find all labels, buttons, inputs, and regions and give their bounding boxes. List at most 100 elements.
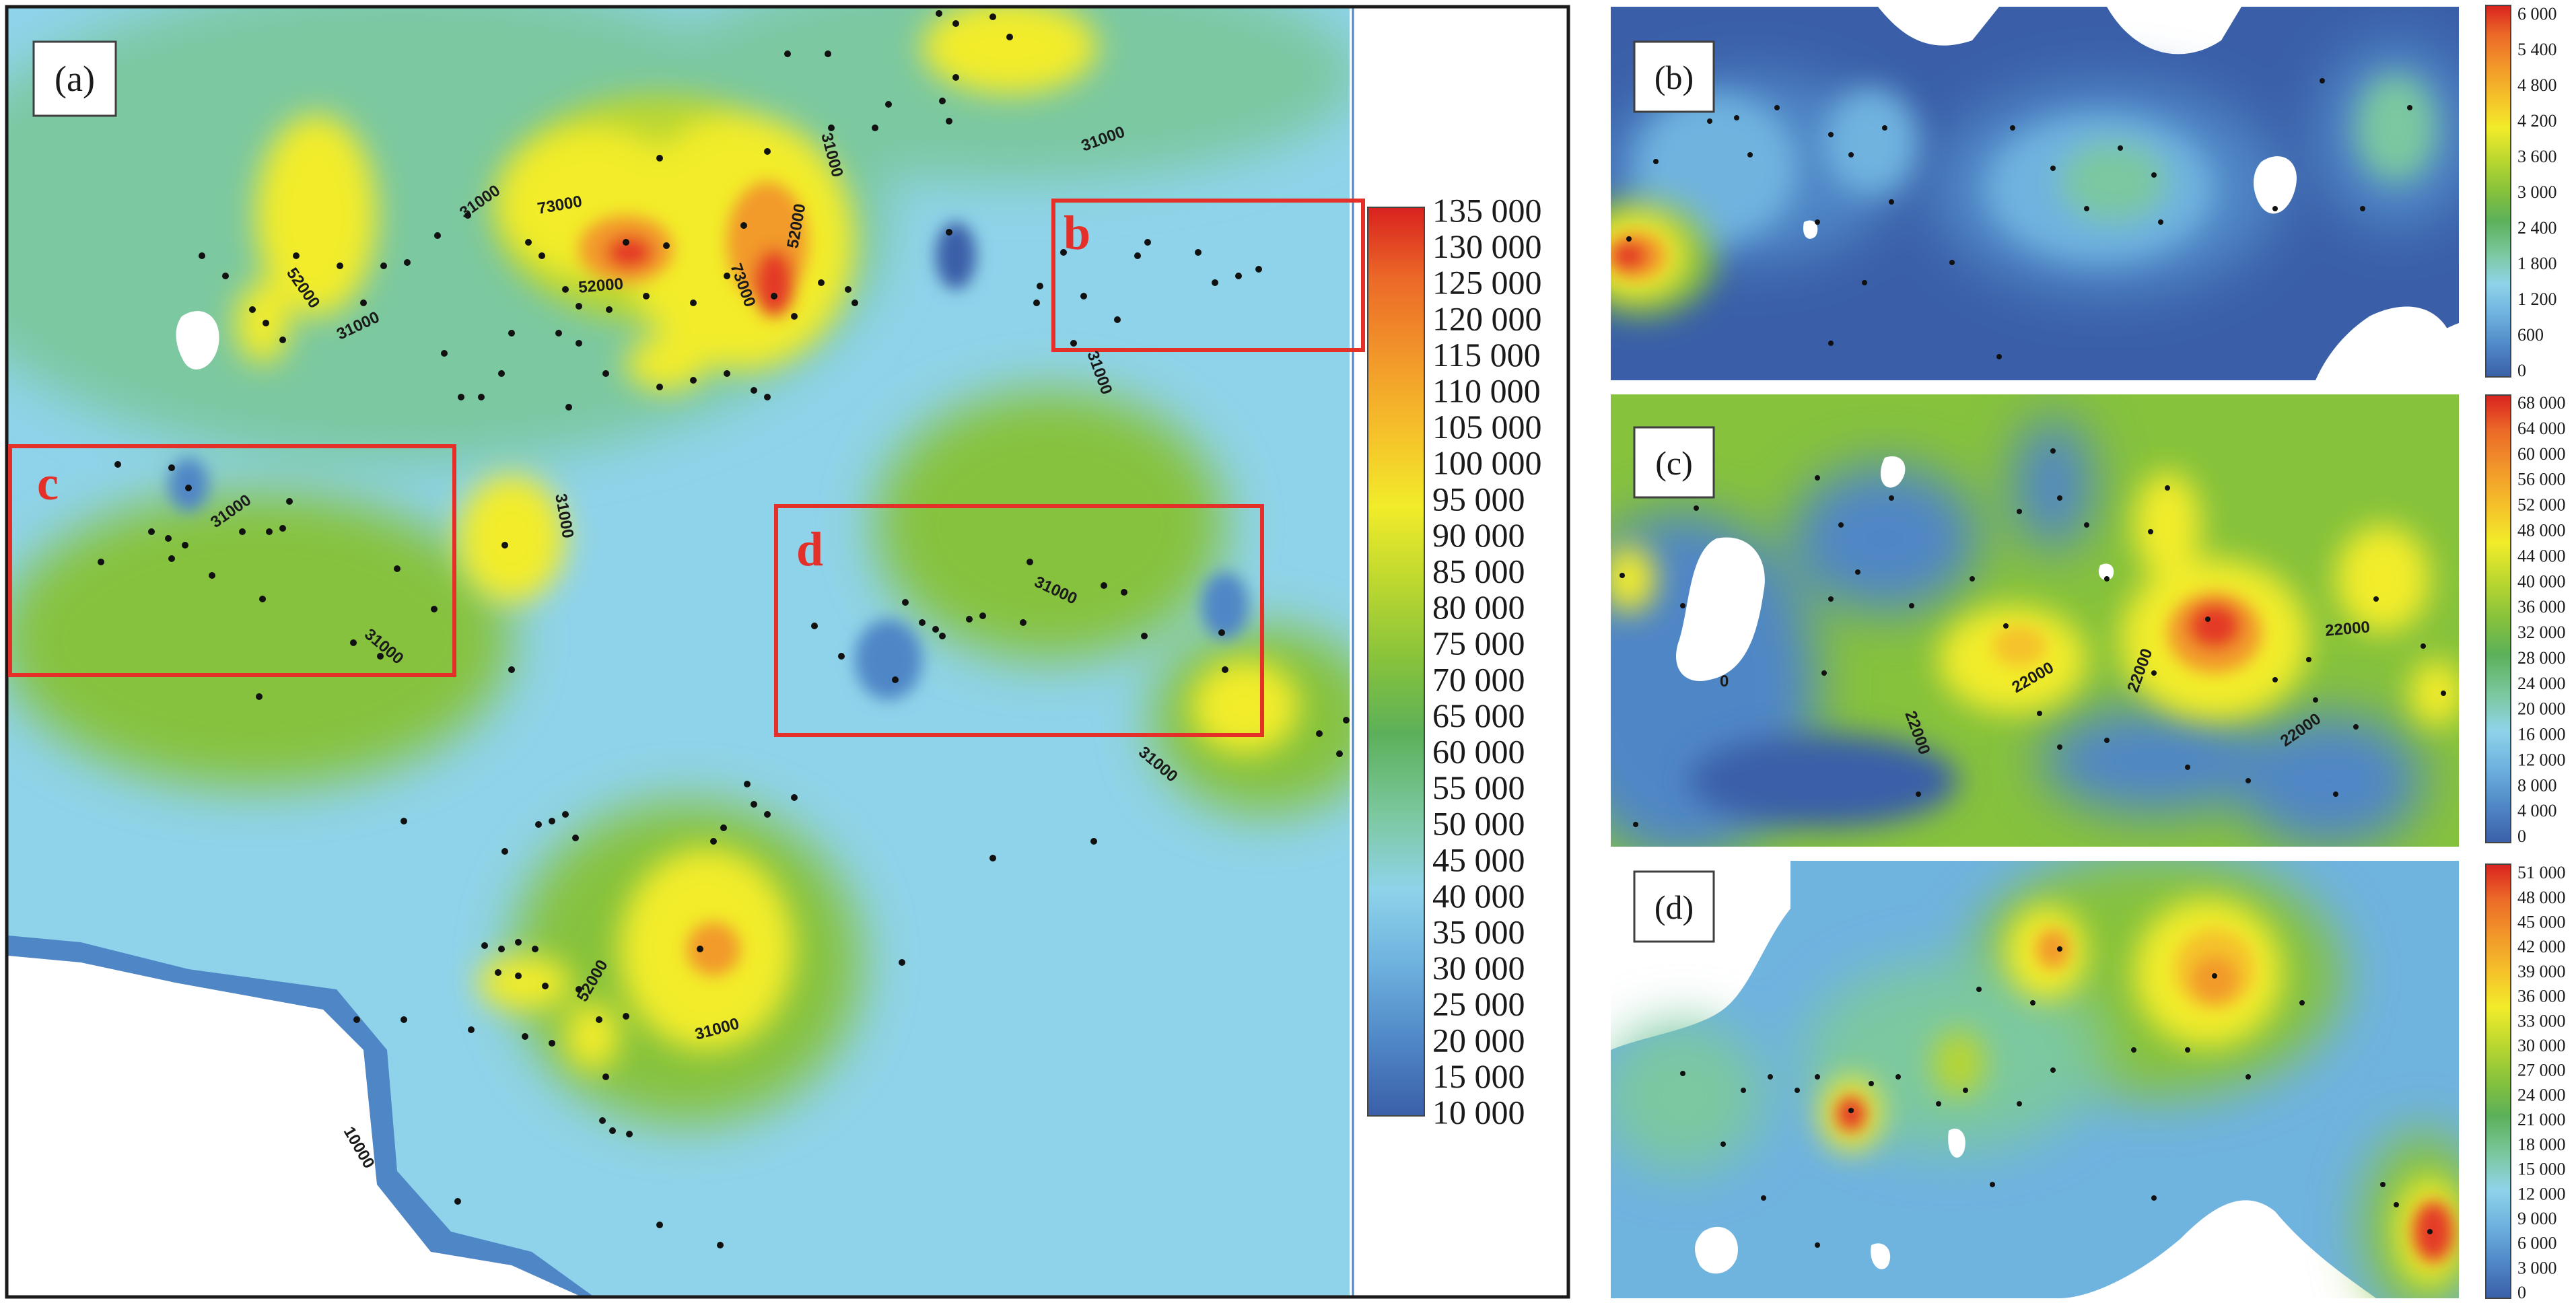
legend-tick-label: 24 000	[2517, 674, 2566, 693]
sample-point	[148, 528, 155, 535]
sample-point	[2084, 522, 2089, 528]
sample-point	[2050, 448, 2056, 454]
panel-d-label: (d)	[1655, 888, 1694, 926]
sample-point	[1895, 1074, 1901, 1080]
sample-point	[2333, 791, 2338, 797]
legend-tick-label: 1 200	[2517, 289, 2557, 309]
legend-tick-label: 0	[2517, 826, 2526, 846]
sample-point	[98, 559, 104, 565]
legend-tick-label: 30 000	[2517, 1036, 2566, 1055]
legend-tick-label: 64 000	[2517, 419, 2566, 438]
legend-tick-label: 45 000	[2517, 913, 2566, 932]
sample-point	[724, 370, 730, 377]
panel-c-hole	[1880, 456, 1906, 488]
sample-point	[2084, 206, 2089, 211]
legend-tick-label: 40 000	[1432, 877, 1525, 915]
sample-point	[1080, 293, 1087, 299]
sample-point	[1255, 266, 1262, 273]
panel-b-label-box	[1633, 40, 1715, 113]
sample-point	[549, 818, 555, 824]
sample-point	[168, 555, 175, 562]
sample-point	[1815, 1242, 1820, 1248]
sample-point	[501, 542, 508, 549]
sample-point	[932, 626, 939, 633]
panel-b-hole	[2316, 306, 2459, 380]
sample-point	[377, 653, 384, 660]
sample-point	[885, 101, 892, 108]
sample-point	[2205, 616, 2211, 622]
panel-d-sample-points	[1680, 946, 2433, 1248]
legend-tick-label: 30 000	[1432, 949, 1525, 987]
legend-tick-label: 85 000	[1432, 553, 1525, 590]
panel-c-legend-ticks: 68 000 64 000 60 000 56 000 52 000 48 000 44 0…	[2517, 393, 2566, 846]
sample-point	[165, 535, 172, 542]
sample-point	[508, 666, 515, 673]
legend-tick-label: 35 000	[1432, 913, 1525, 951]
sample-point	[576, 303, 582, 310]
sample-point	[952, 20, 959, 27]
sample-point	[1828, 596, 1834, 602]
sample-point	[643, 293, 650, 299]
contour-label: 52000	[578, 275, 624, 297]
sample-point	[394, 565, 401, 572]
sample-point	[939, 633, 946, 639]
legend-tick-label: 95 000	[1432, 480, 1525, 518]
sample-point	[697, 946, 703, 952]
sample-point	[2373, 596, 2379, 602]
legend-tick-label: 100 000	[1432, 444, 1542, 482]
sample-point	[1774, 105, 1780, 110]
sample-point	[717, 1242, 724, 1248]
sample-point	[596, 1016, 602, 1023]
sample-point	[549, 1040, 555, 1047]
panel-d-hole	[1695, 1226, 1738, 1274]
legend-tick-label: 90 000	[1432, 516, 1525, 554]
sample-point	[2306, 657, 2311, 662]
sample-point	[380, 262, 387, 269]
legend-tick-label: 48 000	[2517, 521, 2566, 540]
sample-point	[1815, 219, 1820, 225]
sample-point	[2360, 206, 2365, 211]
sample-point	[185, 485, 192, 491]
sample-point	[609, 1127, 616, 1134]
panel-d-label-box	[1633, 870, 1715, 943]
panel-a-hole	[176, 311, 219, 369]
sample-point	[562, 811, 569, 818]
sample-point	[1006, 34, 1013, 40]
sample-point	[1747, 152, 1753, 157]
sample-point	[1070, 340, 1077, 347]
sample-point	[404, 259, 411, 266]
sample-point	[2104, 576, 2110, 581]
sample-point	[952, 74, 959, 81]
sample-point	[1821, 670, 1827, 676]
panel-d-legend-ticks: 51 000 48 000 45 000 42 000 39 000 36 000 33 0…	[2517, 863, 2566, 1302]
panel-a-label-box	[32, 40, 117, 117]
legend-tick-label: 28 000	[2517, 648, 2566, 668]
legend-tick-label: 0	[2517, 1283, 2526, 1302]
sample-point	[572, 835, 579, 841]
panel-c-hole	[2098, 563, 2114, 580]
sample-point	[1889, 495, 1894, 501]
sample-point	[1848, 1108, 1854, 1113]
sample-point	[1316, 730, 1323, 737]
sample-point	[401, 818, 407, 824]
sample-point	[1889, 199, 1894, 205]
panel-b-label: (b)	[1655, 59, 1694, 96]
sample-point	[1855, 569, 1860, 575]
panel-a-label: (a)	[55, 59, 95, 99]
panel-c-legend-bar	[2485, 394, 2511, 843]
sample-point	[2427, 1229, 2433, 1234]
sample-point	[919, 619, 926, 626]
sample-point	[751, 801, 757, 808]
legend-tick-label: 39 000	[2517, 962, 2566, 981]
legend-tick-label: 0	[2517, 361, 2526, 380]
sample-point	[1761, 1195, 1766, 1201]
sample-point	[2050, 1067, 2056, 1073]
sample-point	[239, 528, 246, 535]
sample-point	[515, 973, 522, 979]
sample-point	[1037, 283, 1043, 289]
legend-tick-label: 60 000	[1432, 733, 1525, 771]
sample-point	[902, 599, 909, 606]
sample-point	[656, 384, 663, 390]
legend-tick-label: 8 000	[2517, 775, 2557, 795]
